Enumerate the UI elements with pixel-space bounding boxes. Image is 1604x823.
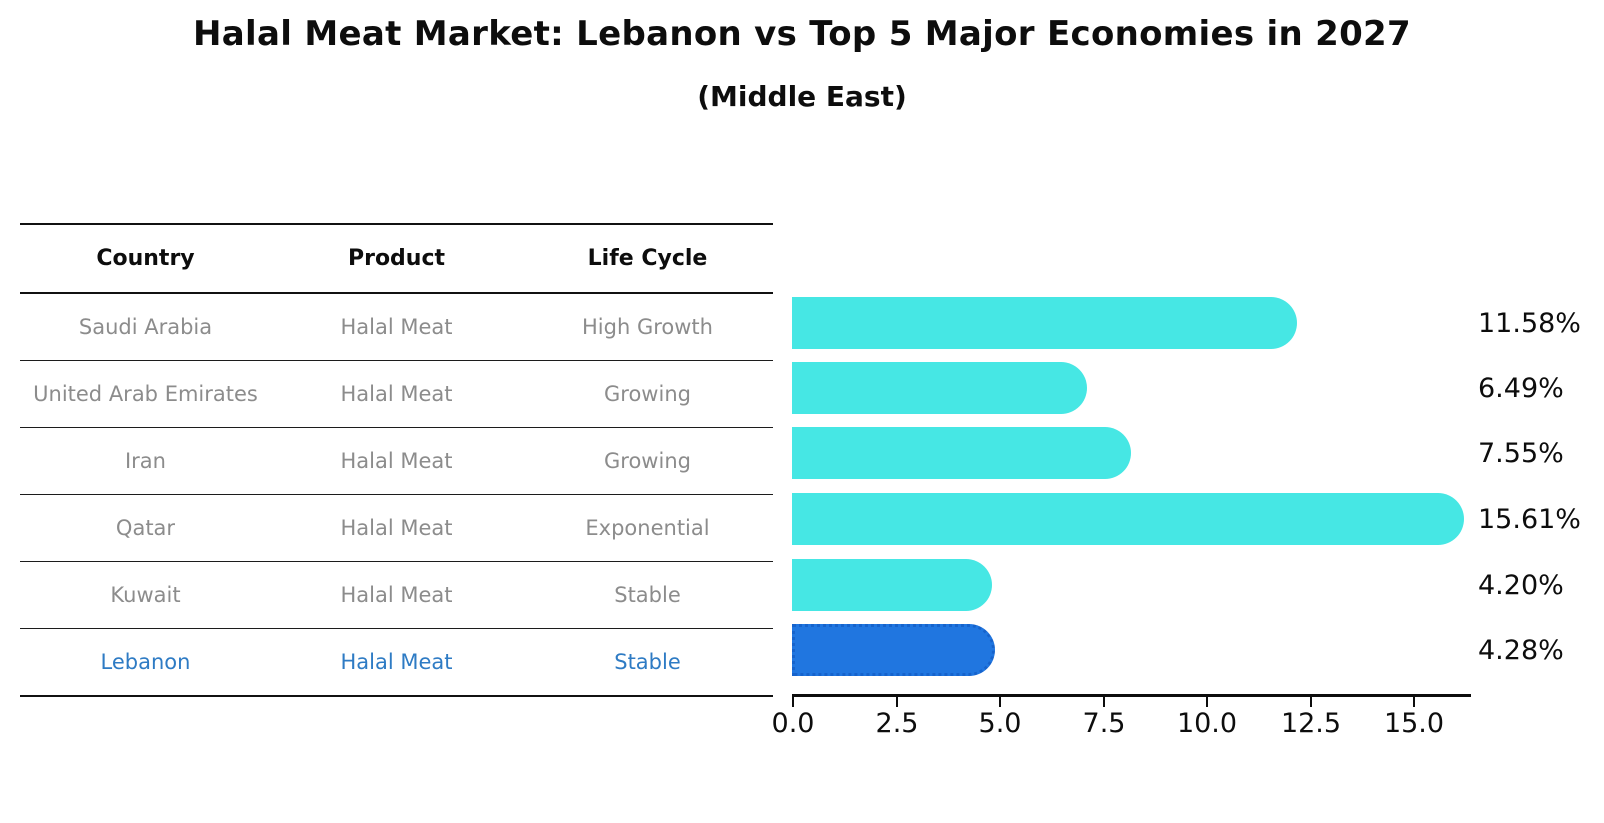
cell-life-cycle: High Growth [582,315,713,339]
bar-iran [792,427,1131,479]
cell-life-cycle: Growing [604,382,691,406]
column-header-life-cycle: Life Cycle [587,246,708,271]
cell-life-cycle: Stable [614,650,681,674]
x-axis-tick-label: 15.0 [1383,708,1445,739]
chart-subtitle: (Middle East) [697,80,907,113]
x-axis-tick-label: 5.0 [978,708,1022,739]
bar-qatar [792,493,1465,545]
cell-product: Halal Meat [340,650,453,674]
cell-product: Halal Meat [340,382,453,406]
value-label-united-arab-emirates: 6.49% [1478,372,1564,404]
cell-country: Kuwait [110,583,181,607]
table-row-lebanon: Lebanon Halal Meat Stable [20,629,773,697]
x-axis-tick [792,697,794,707]
bar-saudi-arabia [792,297,1298,349]
x-axis-tick-label: 0.0 [771,708,815,739]
country-table: Country Product Life Cycle Saudi Arabia … [20,223,773,697]
bar-united-arab-emirates [792,362,1087,414]
bar-kuwait [792,559,992,611]
x-axis-tick-label: 10.0 [1176,708,1238,739]
bar-lebanon [792,624,996,676]
cell-product: Halal Meat [340,516,453,540]
table-row-saudi-arabia: Saudi Arabia Halal Meat High Growth [20,294,773,361]
cell-life-cycle: Stable [614,583,681,607]
value-label-lebanon: 4.28% [1478,634,1564,666]
cell-country: Saudi Arabia [78,315,213,339]
x-axis-line [792,694,1471,697]
table-header-row: Country Product Life Cycle [20,225,773,294]
x-axis-tick [999,697,1001,707]
value-label-saudi-arabia: 11.58% [1478,307,1581,339]
table-row-kuwait: Kuwait Halal Meat Stable [20,562,773,629]
x-axis-tick [896,697,898,707]
x-axis-tick [1103,697,1105,707]
cell-life-cycle: Growing [604,449,691,473]
x-axis-tick [1206,697,1208,707]
table-row-qatar: Qatar Halal Meat Exponential [20,495,773,562]
x-axis-tick-label: 12.5 [1280,708,1342,739]
cell-country: Lebanon [100,650,191,674]
x-axis-tick-label: 7.5 [1082,708,1126,739]
cell-country: Qatar [115,516,176,540]
chart-title: Halal Meat Market: Lebanon vs Top 5 Majo… [193,14,1411,54]
value-label-kuwait: 4.20% [1478,569,1564,601]
table-row-iran: Iran Halal Meat Growing [20,428,773,495]
x-axis-tick-label: 2.5 [875,708,919,739]
cell-country: Iran [124,449,166,473]
cell-country: United Arab Emirates [33,382,258,406]
table-row-united-arab-emirates: United Arab Emirates Halal Meat Growing [20,361,773,428]
column-header-product: Product [347,246,446,271]
column-header-country: Country [96,246,195,271]
value-label-qatar: 15.61% [1478,503,1581,535]
x-axis-tick [1310,697,1312,707]
cell-product: Halal Meat [340,583,453,607]
cell-product: Halal Meat [340,315,453,339]
cell-life-cycle: Exponential [585,516,710,540]
cell-product: Halal Meat [340,449,453,473]
x-axis-tick [1413,697,1415,707]
value-label-iran: 7.55% [1478,437,1564,469]
